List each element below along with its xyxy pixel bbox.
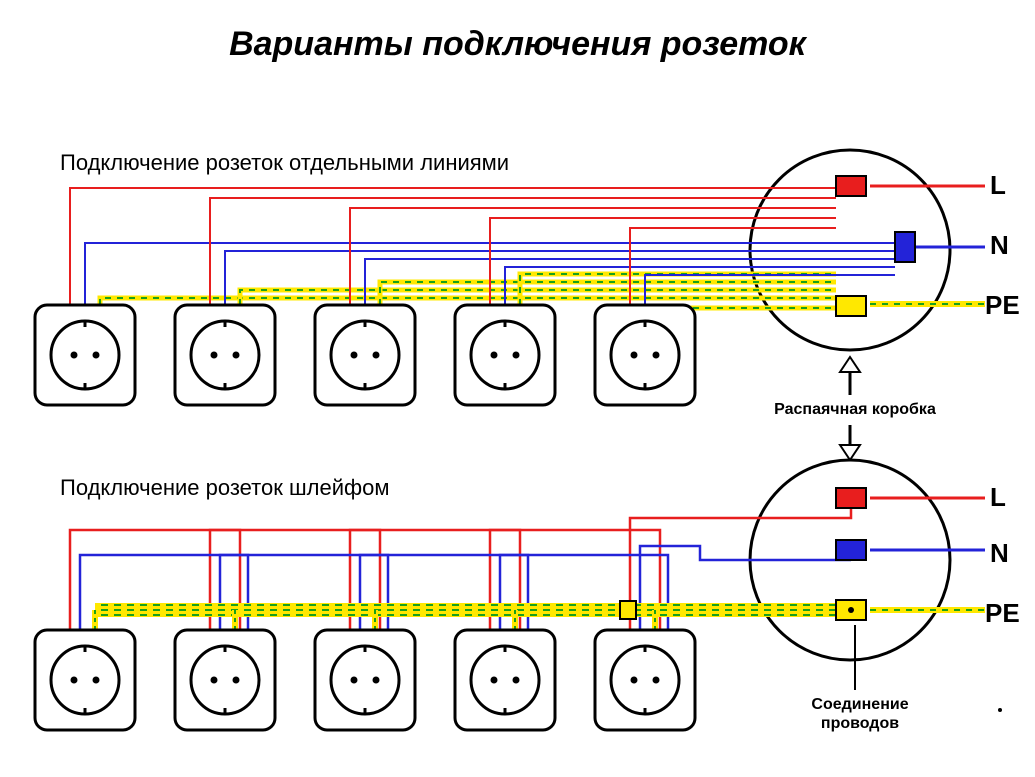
socket-1-2 — [175, 305, 275, 405]
socket-1-4 — [455, 305, 555, 405]
socket-2-5 — [595, 630, 695, 730]
wiring-svg — [0, 0, 1035, 777]
diagram-container: Варианты подключения розеток Подключение… — [0, 0, 1035, 777]
socket-1-3 — [315, 305, 415, 405]
terminal-L-1 — [836, 176, 866, 196]
socket-2-3 — [315, 630, 415, 730]
socket-2-2 — [175, 630, 275, 730]
socket-1-5 — [595, 305, 695, 405]
terminal-L-2 — [836, 488, 866, 508]
terminal-N-1 — [895, 232, 915, 262]
terminal-N-2 — [836, 540, 866, 560]
pe-splice — [620, 601, 636, 619]
terminal-PE-1 — [836, 296, 866, 316]
socket-2-1 — [35, 630, 135, 730]
socket-2-4 — [455, 630, 555, 730]
socket-1-1 — [35, 305, 135, 405]
